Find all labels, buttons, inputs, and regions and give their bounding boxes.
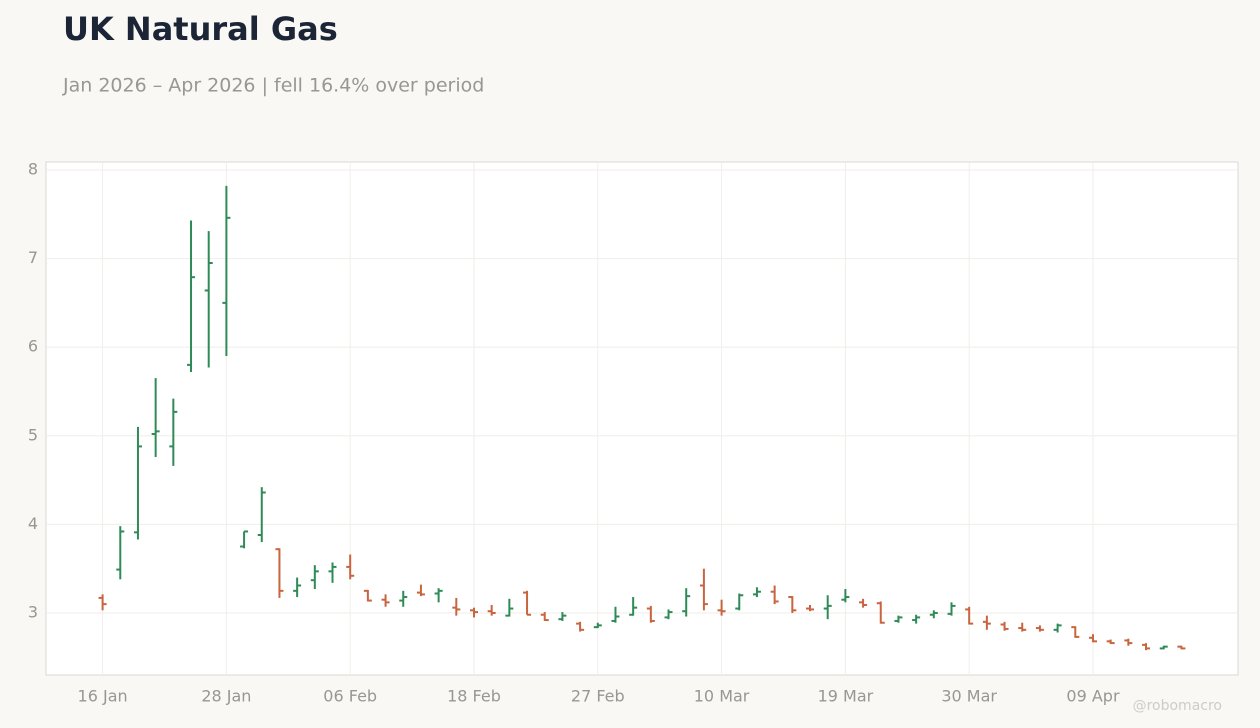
x-tick-label: 30 Mar — [941, 687, 997, 706]
x-tick-label: 28 Jan — [201, 687, 251, 706]
x-tick-label: 27 Feb — [571, 687, 625, 706]
watermark: @robomacro — [1133, 698, 1222, 714]
chart-title: UK Natural Gas — [63, 10, 338, 48]
x-tick-label: 10 Mar — [694, 687, 750, 706]
y-tick-label: 7 — [28, 248, 38, 267]
chart-subtitle: Jan 2026 – Apr 2026 | fell 16.4% over pe… — [62, 75, 484, 97]
y-tick-label: 4 — [28, 514, 38, 533]
x-tick-label: 18 Feb — [447, 687, 501, 706]
y-tick-label: 8 — [28, 159, 38, 178]
plot-area — [45, 161, 1239, 676]
x-tick-label: 16 Jan — [78, 687, 128, 706]
x-tick-label: 19 Mar — [818, 687, 874, 706]
x-tick-label: 06 Feb — [323, 687, 377, 706]
x-tick-label: 09 Apr — [1066, 687, 1120, 706]
y-tick-label: 6 — [28, 337, 38, 356]
y-tick-label: 5 — [28, 425, 38, 444]
y-tick-label: 3 — [28, 602, 38, 621]
